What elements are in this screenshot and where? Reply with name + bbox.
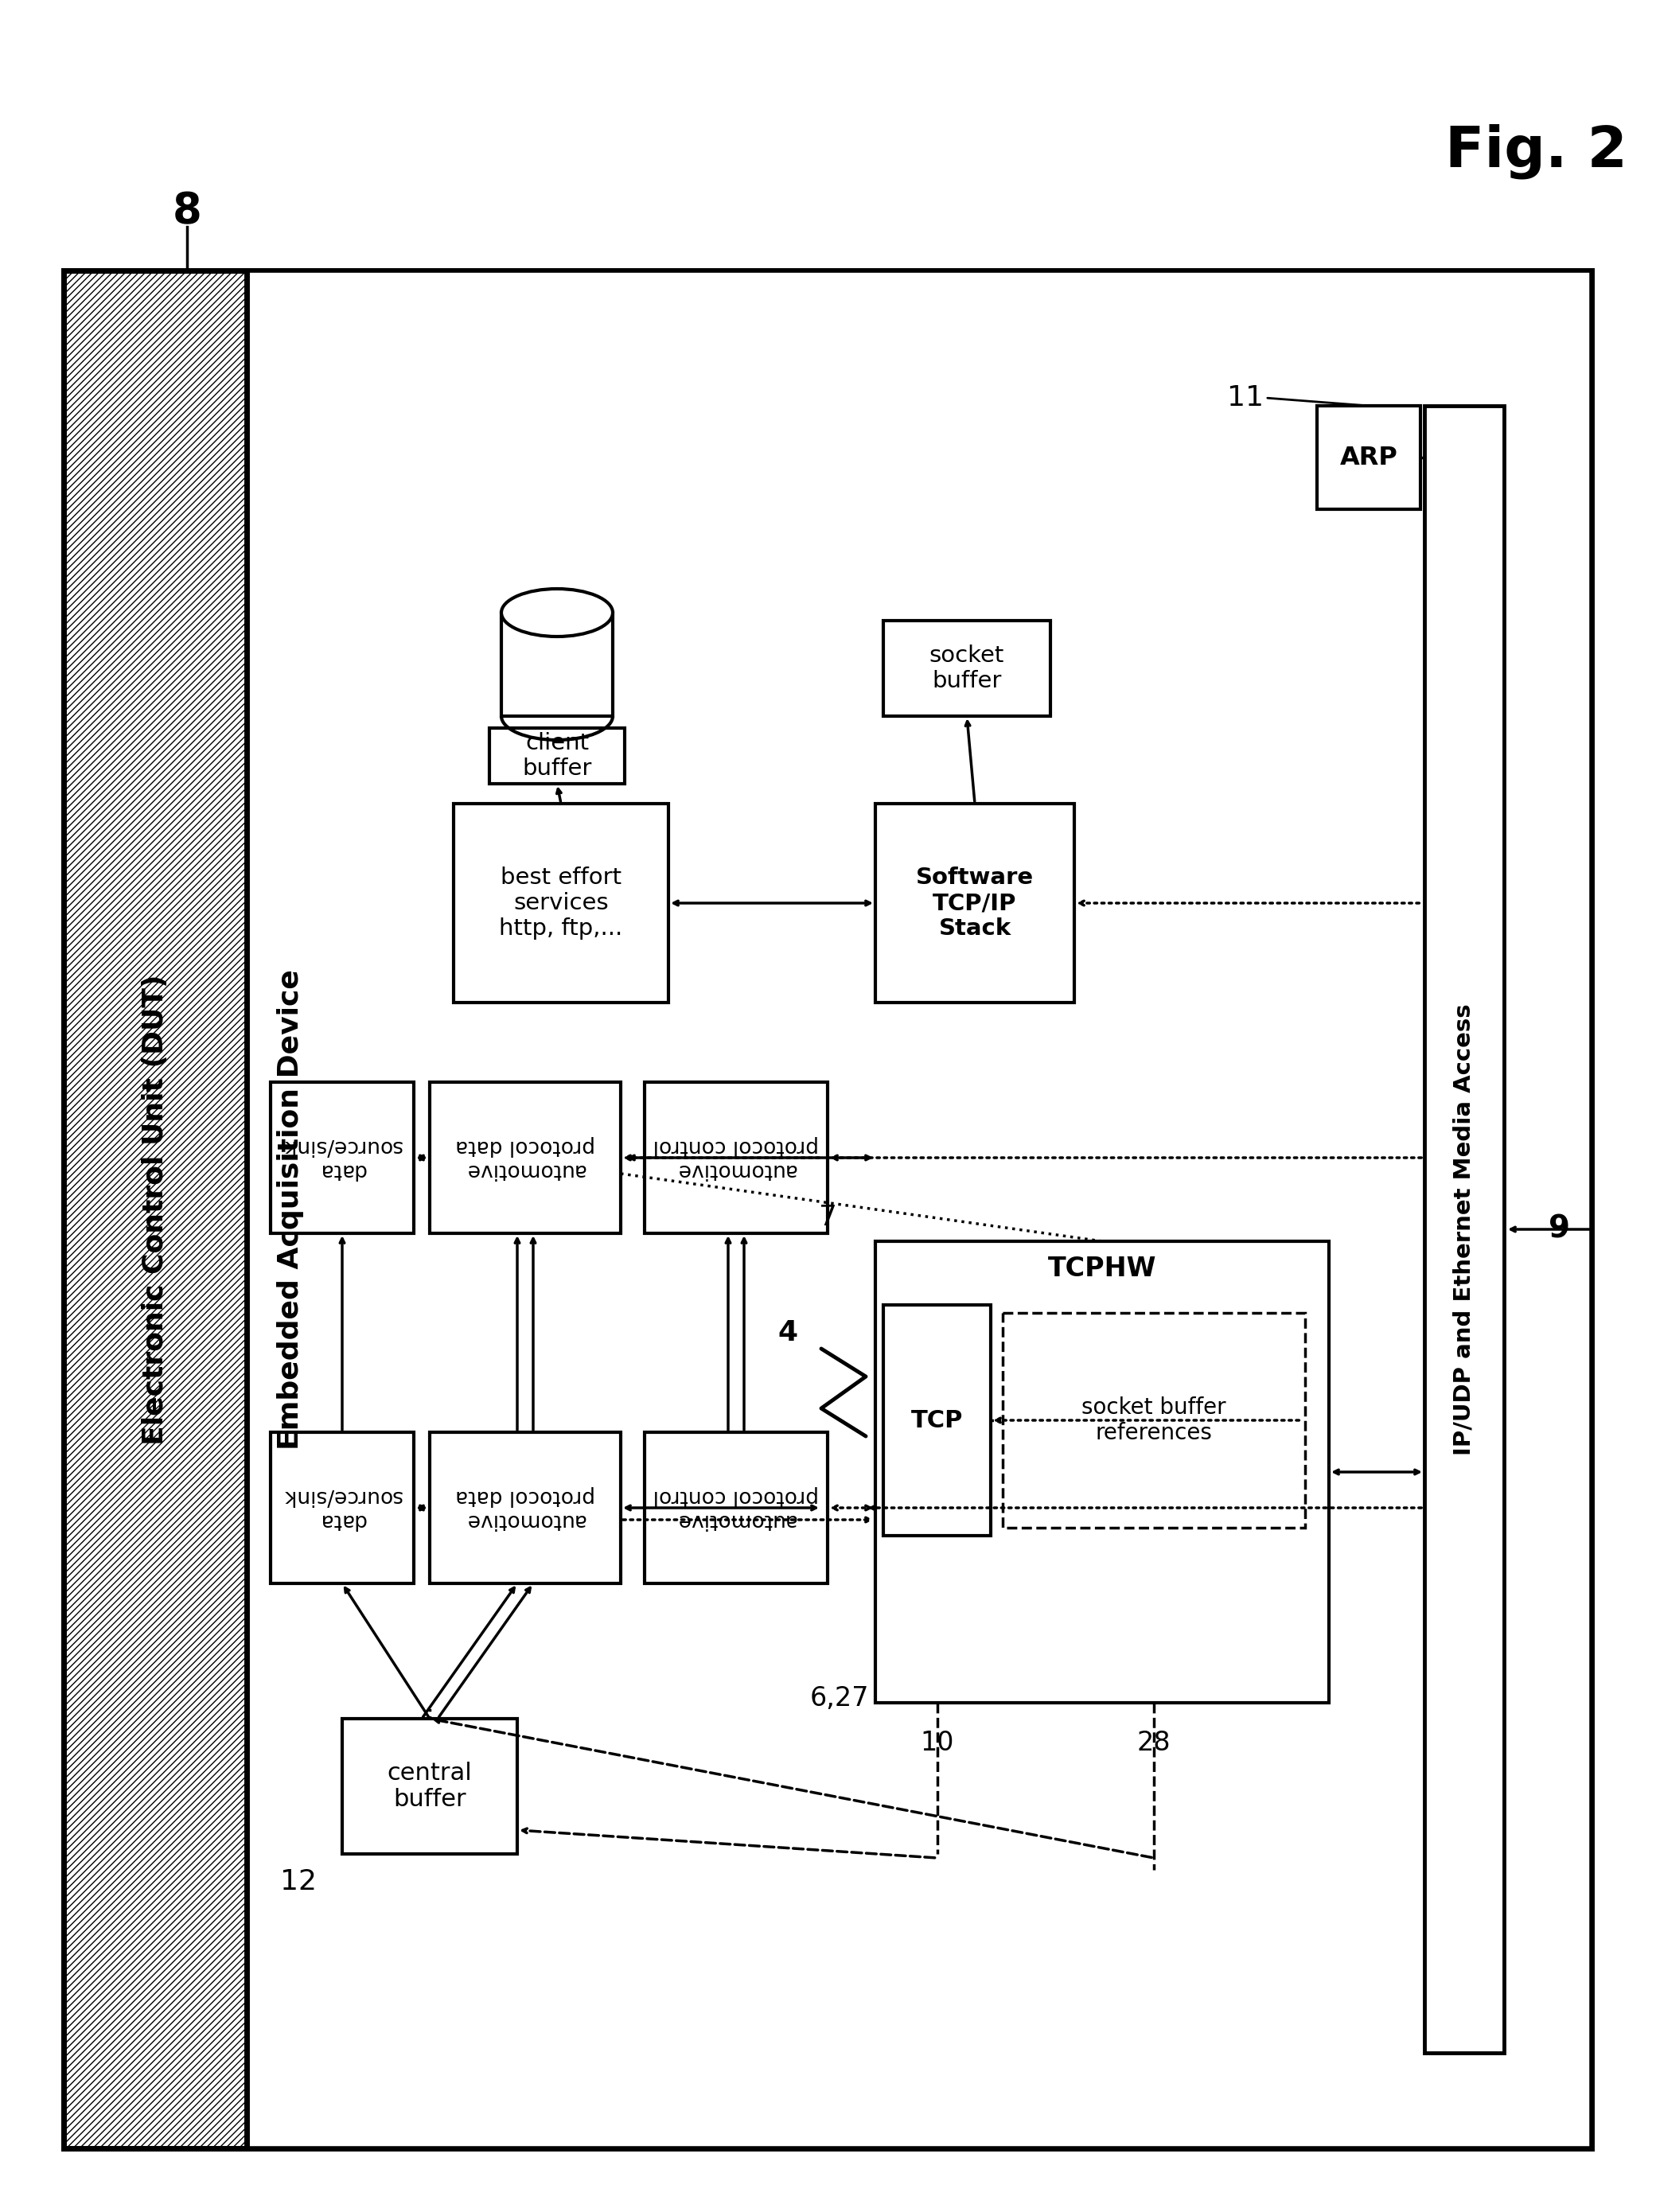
Text: 9: 9 xyxy=(1548,1214,1570,1245)
Text: 12: 12 xyxy=(280,1869,316,1896)
Text: IP/UDP and Ethernet Media Access: IP/UDP and Ethernet Media Access xyxy=(1452,1004,1475,1455)
Text: data
source/sink: data source/sink xyxy=(283,1135,402,1179)
Bar xyxy=(876,803,1075,1002)
Text: TCP: TCP xyxy=(911,1409,964,1431)
Text: socket buffer
references: socket buffer references xyxy=(1081,1396,1225,1444)
Bar xyxy=(454,803,669,1002)
Text: automotive
protocol control: automotive protocol control xyxy=(652,1486,820,1531)
Bar xyxy=(63,270,247,2148)
Text: 7: 7 xyxy=(818,1203,836,1230)
Bar xyxy=(876,1241,1328,1703)
Bar xyxy=(247,270,1591,2148)
Bar xyxy=(883,622,1050,717)
Text: Fig. 2: Fig. 2 xyxy=(1444,124,1626,179)
Bar xyxy=(1002,1314,1305,1528)
Bar xyxy=(1424,405,1504,2053)
Text: 11: 11 xyxy=(1227,385,1264,411)
Text: 10: 10 xyxy=(921,1730,954,1756)
Bar xyxy=(429,1431,621,1584)
Bar xyxy=(63,270,1591,2148)
Bar xyxy=(343,1719,517,1854)
Bar xyxy=(1317,405,1421,509)
Text: data
source/sink: data source/sink xyxy=(283,1486,402,1531)
Bar xyxy=(644,1431,828,1584)
Text: Software
TCP/IP
Stack: Software TCP/IP Stack xyxy=(916,867,1033,940)
Text: ARP: ARP xyxy=(1340,445,1398,469)
Text: Electronic Control Unit (DUT): Electronic Control Unit (DUT) xyxy=(142,973,169,1444)
Text: 28: 28 xyxy=(1138,1730,1171,1756)
Text: best effort
services
http, ftp,...: best effort services http, ftp,... xyxy=(498,867,623,940)
Text: 4: 4 xyxy=(778,1318,798,1347)
Bar xyxy=(429,1082,621,1234)
Text: central
buffer: central buffer xyxy=(388,1761,472,1812)
Text: client
buffer: client buffer xyxy=(522,732,591,781)
Ellipse shape xyxy=(502,588,613,637)
Text: 8: 8 xyxy=(172,190,202,232)
Text: 6,27: 6,27 xyxy=(810,1686,869,1712)
Text: automotive
protocol control: automotive protocol control xyxy=(652,1135,820,1179)
Bar xyxy=(502,613,613,717)
Text: automotive
protocol data: automotive protocol data xyxy=(455,1486,595,1531)
Bar xyxy=(490,728,624,783)
Bar xyxy=(883,1305,990,1535)
Text: Embedded Acquisition Device: Embedded Acquisition Device xyxy=(277,969,305,1449)
Text: socket
buffer: socket buffer xyxy=(929,644,1005,692)
Text: automotive
protocol data: automotive protocol data xyxy=(455,1135,595,1179)
Text: TCPHW: TCPHW xyxy=(1048,1256,1156,1283)
Bar xyxy=(270,1082,414,1234)
Bar xyxy=(270,1431,414,1584)
Bar xyxy=(644,1082,828,1234)
